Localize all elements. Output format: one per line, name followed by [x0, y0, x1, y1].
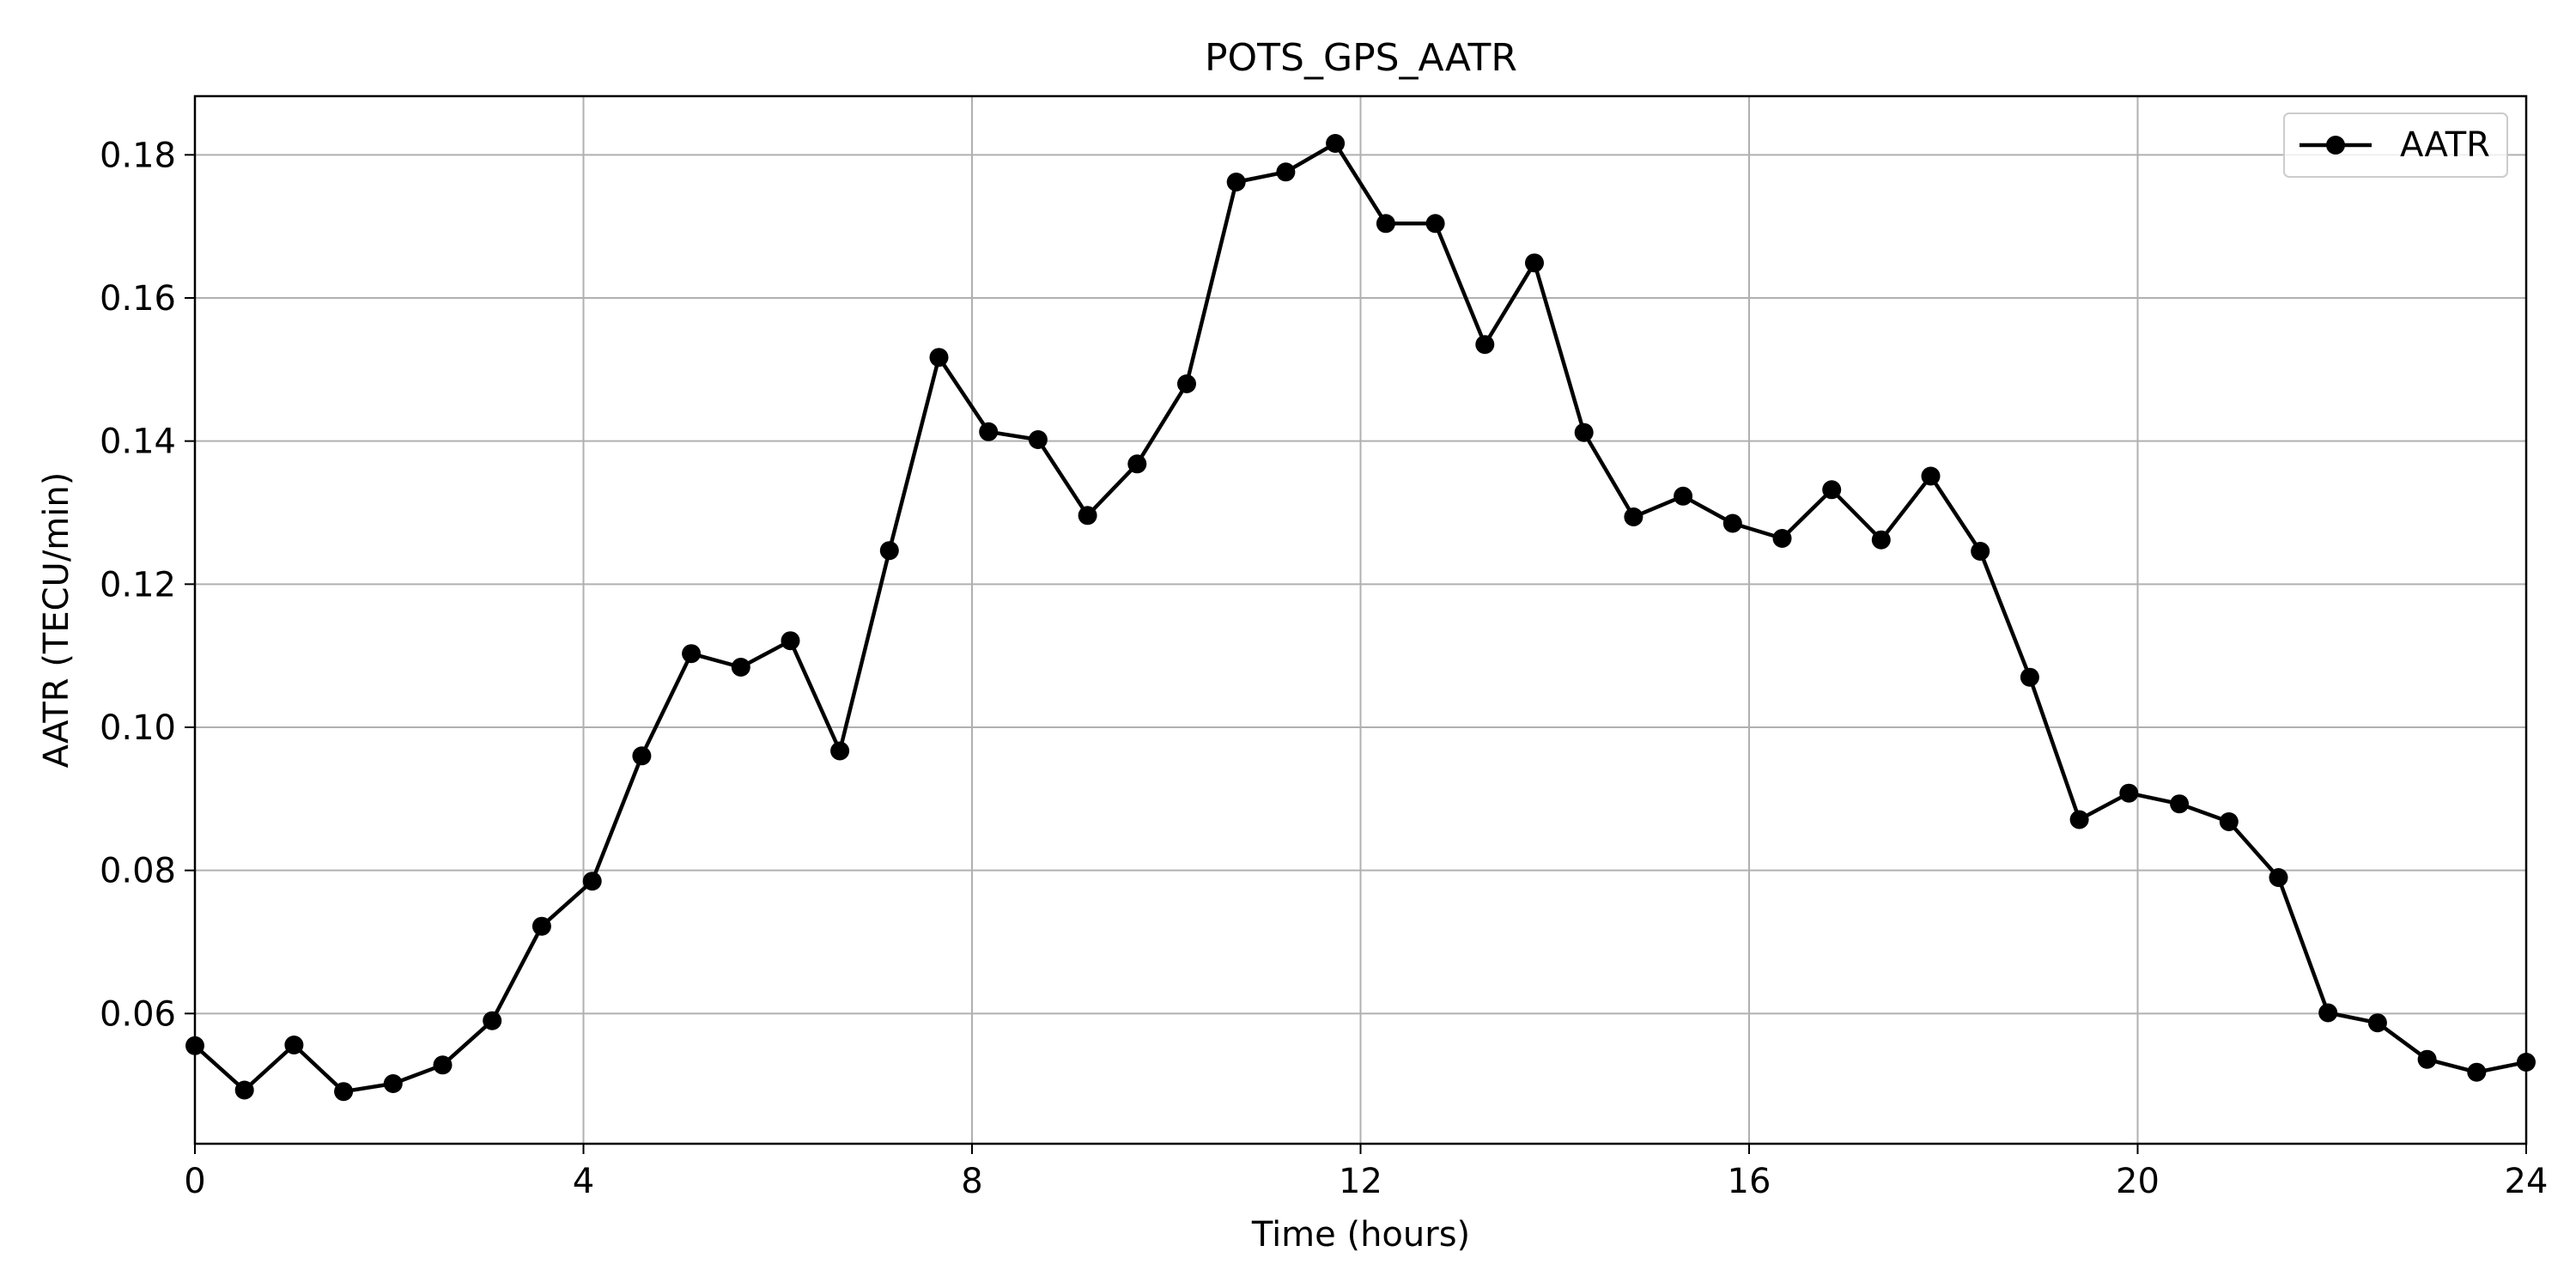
x-tick-label: 12: [1339, 1162, 1382, 1201]
data-point: [1624, 507, 1643, 526]
data-point: [2318, 1003, 2338, 1023]
x-tick-label: 4: [573, 1162, 594, 1201]
y-tick-label: 0.12: [100, 565, 176, 605]
data-point: [383, 1074, 403, 1093]
data-point: [1475, 335, 1495, 355]
data-point: [1971, 542, 1990, 561]
data-point: [1028, 430, 1048, 449]
x-axis-label: Time (hours): [1251, 1215, 1470, 1255]
x-tick-label: 8: [961, 1162, 982, 1201]
legend: AATR: [2283, 112, 2508, 178]
data-point: [2367, 1013, 2387, 1033]
grid: [194, 96, 2527, 1144]
data-point: [433, 1055, 453, 1075]
data-point: [2020, 667, 2039, 687]
x-tick-label: 24: [2505, 1162, 2549, 1201]
data-point: [1822, 480, 1842, 500]
tick-layer: 0 4 8 12 16 20 24 0.06 0.08 0.10 0.12 0.14 0.16 0.18: [100, 136, 2549, 1201]
y-tick-label: 0.06: [100, 994, 176, 1034]
data-point: [1674, 486, 1693, 506]
legend-marker-sample: [2326, 136, 2345, 155]
data-point: [483, 1011, 502, 1030]
data-point: [879, 541, 899, 561]
data-point: [1226, 173, 1246, 191]
data-point: [1177, 374, 1196, 393]
y-tick-label: 0.18: [100, 136, 176, 175]
data-point: [830, 741, 850, 761]
data-point: [731, 658, 750, 677]
data-point: [781, 631, 800, 651]
data-point: [2269, 868, 2288, 887]
data-point: [632, 746, 652, 766]
data-point: [2417, 1049, 2437, 1069]
y-tick-label: 0.08: [100, 852, 176, 891]
data-point: [1078, 506, 1097, 526]
data-point: [2119, 783, 2139, 803]
x-tick-label: 20: [2116, 1162, 2160, 1201]
data-point: [234, 1080, 254, 1100]
data-point: [1276, 162, 1296, 182]
data-point: [1525, 253, 1544, 273]
data-point: [1425, 214, 1445, 234]
chart-title: POTS_GPS_AATR: [1205, 36, 1517, 80]
data-point: [334, 1082, 354, 1102]
data-point: [682, 644, 702, 664]
data-point: [979, 422, 999, 441]
x-tick-label: 16: [1728, 1162, 1771, 1201]
y-axis-label: AATR (TECU/min): [37, 472, 76, 769]
y-tick-label: 0.10: [100, 708, 176, 748]
data-point: [1376, 214, 1395, 234]
x-tick-label: 0: [184, 1162, 205, 1201]
data-point: [1921, 466, 1941, 486]
series-layer: [185, 134, 2536, 1102]
data-point: [1871, 530, 1891, 550]
legend-frame: [2283, 112, 2508, 178]
data-point: [1722, 513, 1742, 533]
data-point: [582, 872, 602, 891]
y-tick-label: 0.14: [100, 422, 176, 462]
y-tick-label: 0.16: [100, 279, 176, 319]
data-point: [2069, 810, 2089, 829]
data-point: [1772, 529, 1792, 548]
data-point: [284, 1036, 304, 1054]
data-point: [1326, 134, 1346, 153]
data-point: [1127, 454, 1147, 474]
data-point: [929, 348, 949, 368]
data-point: [2219, 812, 2239, 831]
data-point: [1574, 422, 1594, 442]
data-point: [2170, 794, 2190, 814]
legend-label-aatr: AATR: [2400, 125, 2490, 165]
data-point: [532, 916, 551, 936]
data-point: [2467, 1062, 2487, 1082]
